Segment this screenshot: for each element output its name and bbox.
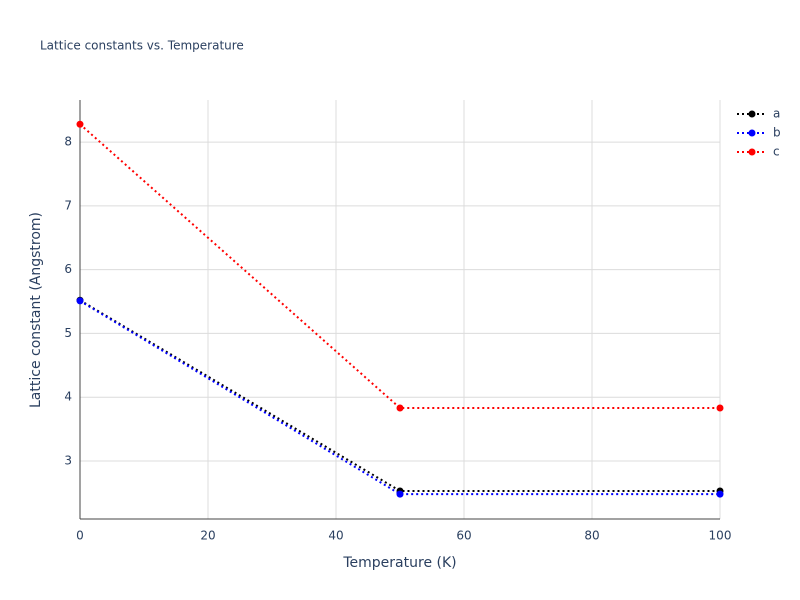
x-tick-label: 80	[584, 529, 599, 543]
y-axis-label: Lattice constant (Angstrom)	[28, 212, 44, 408]
legend-marker	[748, 110, 756, 118]
legend-label: c	[773, 145, 780, 159]
x-tick-label: 60	[456, 529, 471, 543]
x-tick-label: 20	[200, 529, 215, 543]
y-tick-label: 5	[64, 326, 72, 340]
series-line	[79, 299, 720, 492]
marker	[396, 490, 404, 498]
x-tick-label: 0	[76, 529, 84, 543]
marker	[76, 120, 84, 128]
y-tick-label: 6	[64, 262, 72, 276]
legend-marker	[748, 148, 756, 156]
series-line	[79, 123, 720, 410]
chart-title: Lattice constants vs. Temperature	[40, 39, 244, 53]
y-tick-label: 3	[64, 453, 72, 467]
x-tick-label: 40	[328, 529, 343, 543]
legend-label: b	[773, 126, 781, 140]
y-tick-label: 7	[64, 198, 72, 212]
y-tick-label: 4	[64, 390, 72, 404]
x-tick-label: 100	[709, 529, 732, 543]
marker	[76, 297, 84, 305]
x-axis-label: Temperature (K)	[342, 555, 456, 571]
y-tick-label: 8	[64, 135, 72, 149]
marker	[396, 404, 404, 412]
marker	[716, 490, 724, 498]
legend-label: a	[773, 107, 780, 121]
marker	[716, 404, 724, 412]
legend-marker	[748, 129, 756, 137]
